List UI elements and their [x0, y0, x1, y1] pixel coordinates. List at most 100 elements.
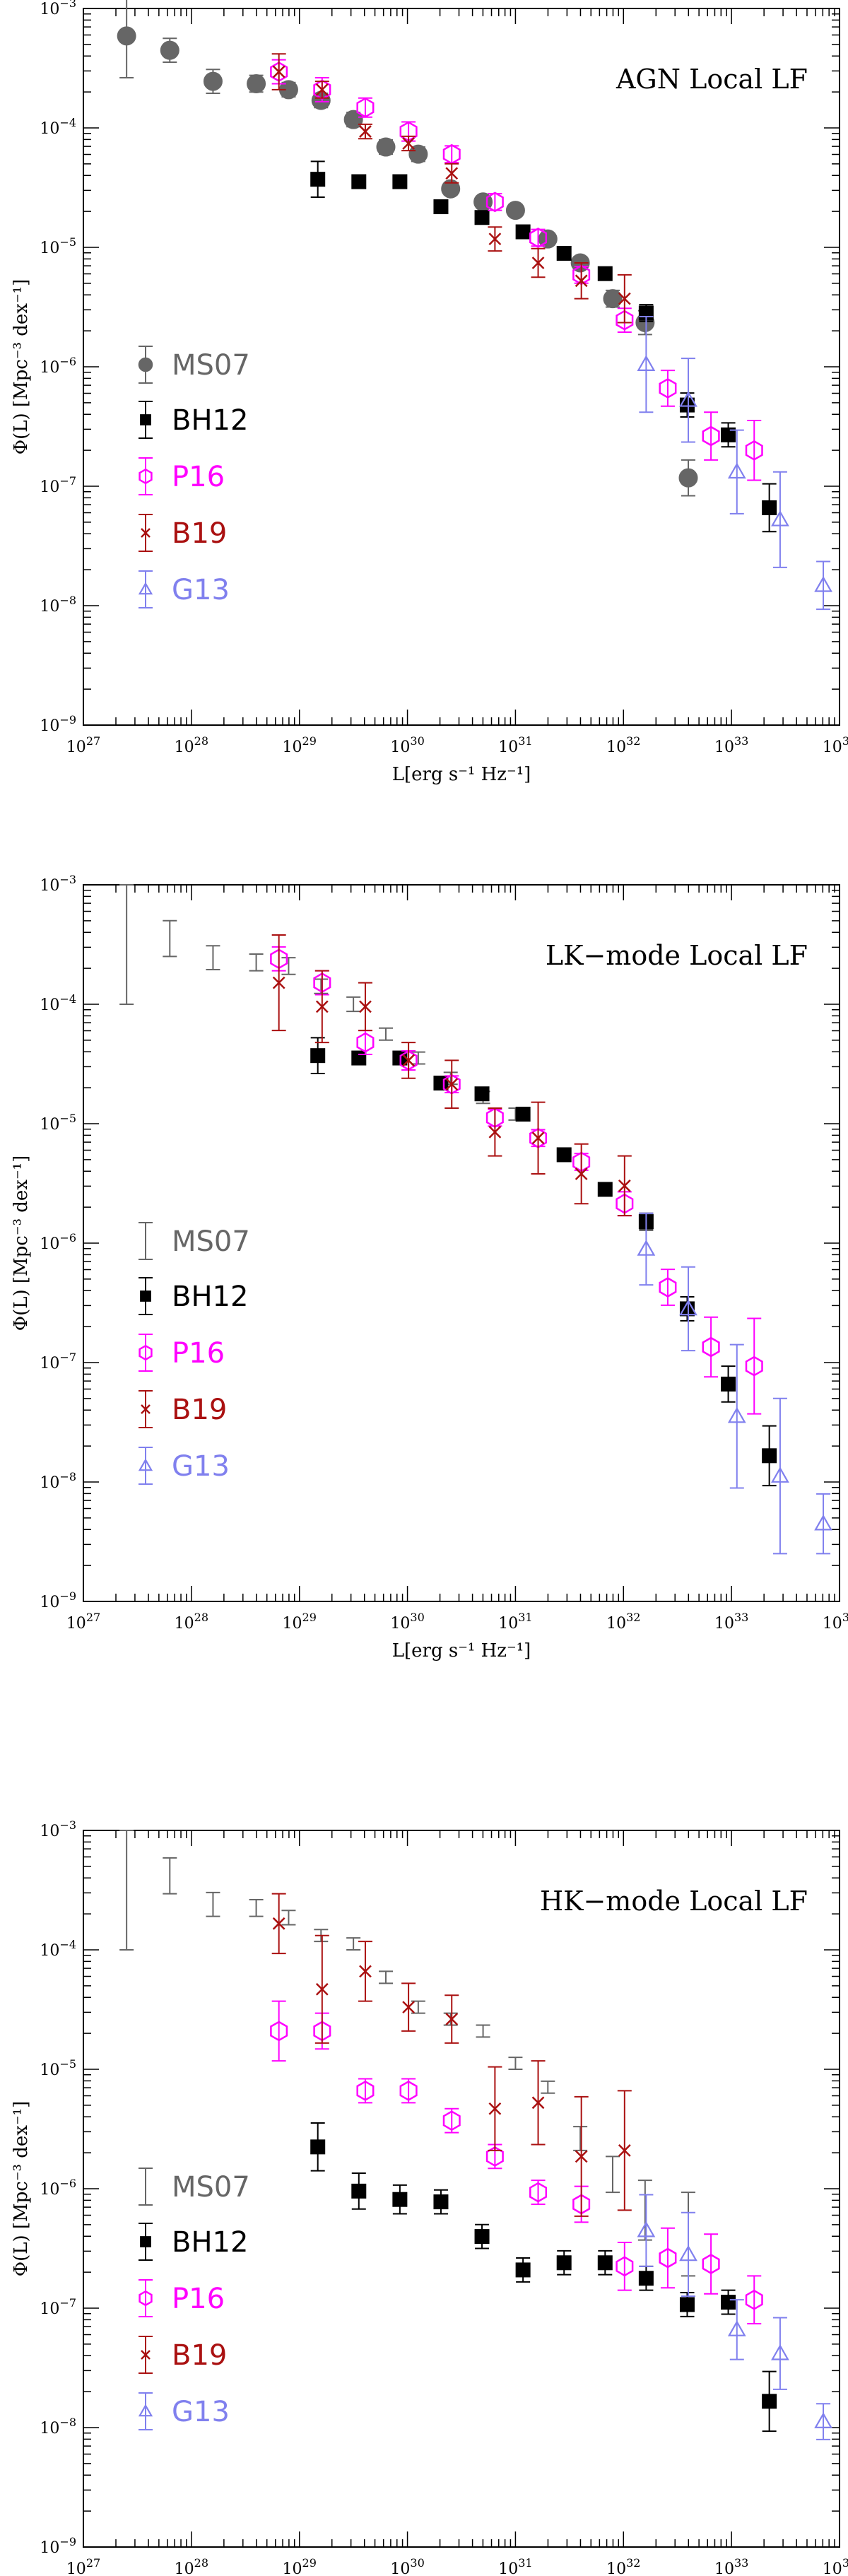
- data-point: [310, 160, 326, 199]
- data-point-marker: [745, 1355, 763, 1377]
- data-point: [281, 1910, 296, 1926]
- data-point: [814, 1493, 832, 1555]
- data-point: [771, 2317, 789, 2390]
- data-point-error-bar: [606, 2156, 620, 2194]
- data-point: [541, 2080, 555, 2094]
- data-point-marker: [445, 167, 459, 180]
- series-bh12: [310, 2122, 777, 2433]
- legend-label: BH12: [172, 1281, 248, 1313]
- data-point-marker: [556, 245, 572, 261]
- data-point: [574, 2095, 589, 2217]
- data-point: [163, 919, 177, 958]
- data-point: [310, 2122, 326, 2172]
- data-point: [762, 1425, 777, 1487]
- series-g13: [637, 2194, 832, 2440]
- legend-marker: [139, 468, 153, 485]
- y-tick-label: 10−6: [40, 355, 76, 377]
- data-point-error-bar: [704, 1316, 719, 1378]
- data-point-error-bar: [476, 2024, 490, 2038]
- y-tick-label: 10−4: [40, 116, 76, 138]
- data-point-error-bar: [379, 1970, 393, 1984]
- x-tick-label: 1034: [823, 1611, 848, 1633]
- legend-item-bh12: BH12: [139, 2223, 248, 2261]
- data-point-marker: [315, 1982, 329, 1996]
- data-point-marker: [445, 1078, 459, 1091]
- data-point: [488, 1107, 502, 1157]
- data-point-marker: [814, 2412, 832, 2428]
- x-axis-label: L[erg s⁻¹ Hz⁻¹]: [392, 764, 531, 785]
- legend-error-bar: [139, 2392, 153, 2430]
- data-point: [597, 1182, 613, 1197]
- data-point: [505, 201, 525, 220]
- legend-item-b19: B19: [139, 1390, 227, 1428]
- data-point-error-bar: [163, 1857, 177, 1895]
- data-point-error-bar: [531, 2180, 546, 2205]
- data-point-marker: [392, 174, 408, 189]
- data-point: [281, 957, 296, 975]
- data-point: [574, 261, 589, 300]
- y-tick-label: 10−7: [40, 1351, 76, 1372]
- data-point-marker: [272, 976, 285, 989]
- x-tick-label: 1034: [823, 734, 848, 756]
- data-point-marker: [702, 425, 720, 447]
- data-point-marker: [721, 2295, 736, 2310]
- data-point: [474, 2223, 490, 2249]
- data-point: [529, 228, 548, 248]
- data-point: [617, 1155, 632, 1217]
- data-point-error-bar: [729, 429, 744, 514]
- data-point-error-bar: [346, 1937, 361, 1951]
- data-point: [679, 392, 695, 418]
- data-point-error-bar: [660, 1269, 675, 1306]
- series-b19: [271, 934, 632, 1217]
- y-axis-label: Φ(L) [Mpc⁻³ dex⁻¹]: [11, 2101, 32, 2277]
- axis-ticks: [83, 884, 840, 1602]
- data-point-marker: [315, 1000, 329, 1013]
- data-point-error-bar: [379, 1027, 393, 1041]
- data-point-marker: [679, 1299, 697, 1316]
- data-point: [637, 1212, 656, 1286]
- y-tick-label: 10−3: [40, 873, 76, 895]
- x-tick-label: 1032: [606, 2556, 640, 2576]
- data-point: [476, 2024, 490, 2038]
- data-point-error-bar: [508, 2057, 523, 2070]
- data-point-marker: [702, 2254, 720, 2274]
- data-point: [531, 1101, 546, 1175]
- data-point-marker: [485, 192, 504, 213]
- y-tick-label: 10−3: [40, 0, 76, 18]
- data-point-marker: [679, 2245, 697, 2262]
- data-point-error-bar: [119, 884, 134, 1005]
- data-point-marker: [556, 1147, 572, 1163]
- data-point: [574, 1143, 589, 1205]
- data-point: [616, 2242, 634, 2291]
- legend-marker: [138, 1458, 153, 1471]
- data-point-error-bar: [747, 1317, 762, 1415]
- x-tick-label: 1029: [283, 1611, 317, 1633]
- data-point-marker: [771, 1466, 789, 1483]
- legend-item-ms07: MS07: [139, 1222, 250, 1260]
- data-point-marker: [356, 2080, 375, 2101]
- data-point-marker: [618, 1179, 631, 1192]
- data-point-error-bar: [411, 1051, 425, 1065]
- x-tick-label: 1027: [66, 734, 100, 756]
- data-point: [392, 174, 408, 189]
- data-point-marker: [351, 2183, 367, 2199]
- data-point-marker: [637, 1240, 656, 1256]
- y-axis-label: Φ(L) [Mpc⁻³ dex⁻¹]: [11, 279, 32, 455]
- data-point: [346, 996, 361, 1013]
- data-point-marker: [359, 1965, 372, 1978]
- data-point: [508, 2057, 523, 2070]
- data-point: [597, 266, 613, 281]
- x-axis-label: L[erg s⁻¹ Hz⁻¹]: [392, 1640, 531, 1662]
- legend-item-p16: P16: [139, 1334, 225, 1372]
- data-point: [442, 2107, 461, 2134]
- data-point: [358, 123, 372, 140]
- data-point-error-bar: [401, 2078, 416, 2104]
- data-point: [271, 1893, 286, 1955]
- data-point-marker: [270, 2021, 288, 2042]
- y-axis-label: Φ(L) [Mpc⁻³ dex⁻¹]: [11, 1155, 32, 1331]
- panel-title: LK−mode Local LF: [546, 940, 808, 971]
- data-point: [762, 2370, 777, 2433]
- data-point-marker: [771, 2344, 789, 2360]
- data-point-error-bar: [747, 420, 762, 481]
